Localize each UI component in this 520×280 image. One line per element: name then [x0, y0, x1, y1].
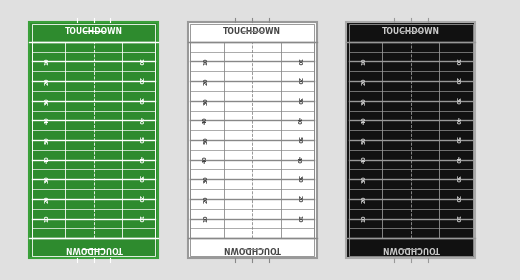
Text: 30: 30	[45, 97, 49, 104]
Text: TOUCHDOWN: TOUCHDOWN	[223, 244, 281, 253]
Text: 10: 10	[203, 215, 208, 222]
Text: 50: 50	[203, 136, 208, 144]
Text: 10: 10	[45, 58, 49, 65]
Text: 20: 20	[455, 77, 460, 85]
Text: TOUCHDOWN: TOUCHDOWN	[64, 27, 123, 36]
Text: 40: 40	[296, 156, 301, 164]
Text: TOUCHDOWN: TOUCHDOWN	[223, 27, 281, 36]
Text: 40: 40	[362, 116, 367, 124]
Text: 10: 10	[362, 215, 367, 222]
Text: 20: 20	[296, 195, 301, 203]
Text: 30: 30	[203, 176, 208, 183]
Text: 20: 20	[45, 195, 49, 203]
Text: 40: 40	[45, 116, 49, 124]
Text: 30: 30	[362, 176, 367, 183]
Text: 20: 20	[362, 195, 367, 203]
Bar	[190, 24, 314, 256]
Text: 30: 30	[138, 97, 142, 104]
Text: 50: 50	[45, 136, 49, 144]
Text: 40: 40	[203, 156, 208, 164]
Text: 20: 20	[296, 77, 301, 85]
Text: 40: 40	[455, 156, 460, 164]
Text: 30: 30	[296, 176, 301, 183]
Text: 50: 50	[138, 136, 142, 144]
Text: 40: 40	[138, 116, 142, 124]
Text: 30: 30	[455, 97, 460, 104]
Text: TOUCHDOWN: TOUCHDOWN	[382, 27, 440, 36]
Text: 10: 10	[455, 215, 460, 222]
Text: 30: 30	[296, 97, 301, 104]
Text: TOUCHDOWN: TOUCHDOWN	[382, 244, 440, 253]
Text: 10: 10	[45, 215, 49, 222]
Text: 50: 50	[362, 136, 367, 144]
Text: 10: 10	[138, 58, 142, 65]
Text: 10: 10	[362, 58, 367, 65]
Text: 40: 40	[296, 116, 301, 124]
Text: 30: 30	[203, 97, 208, 104]
Text: 10: 10	[455, 58, 460, 65]
Text: 20: 20	[455, 195, 460, 203]
Text: 10: 10	[138, 215, 142, 222]
Text: 50: 50	[455, 136, 460, 144]
Bar	[32, 24, 155, 256]
Text: 30: 30	[138, 176, 142, 183]
Text: 40: 40	[45, 156, 49, 164]
Text: 40: 40	[362, 156, 367, 164]
Text: TOUCHDOWN: TOUCHDOWN	[64, 244, 123, 253]
Text: 20: 20	[45, 77, 49, 85]
Text: 30: 30	[45, 176, 49, 183]
Text: 20: 20	[138, 77, 142, 85]
Text: 10: 10	[296, 215, 301, 222]
Text: 30: 30	[455, 176, 460, 183]
Text: 20: 20	[203, 77, 208, 85]
Bar	[349, 24, 473, 256]
Text: 10: 10	[296, 58, 301, 65]
Text: 40: 40	[203, 116, 208, 124]
Text: 40: 40	[455, 116, 460, 124]
Text: 10: 10	[203, 58, 208, 65]
Text: 20: 20	[362, 77, 367, 85]
Text: 20: 20	[138, 195, 142, 203]
Text: 20: 20	[203, 195, 208, 203]
Text: 40: 40	[138, 156, 142, 164]
Text: 50: 50	[296, 136, 301, 144]
Text: 30: 30	[362, 97, 367, 104]
